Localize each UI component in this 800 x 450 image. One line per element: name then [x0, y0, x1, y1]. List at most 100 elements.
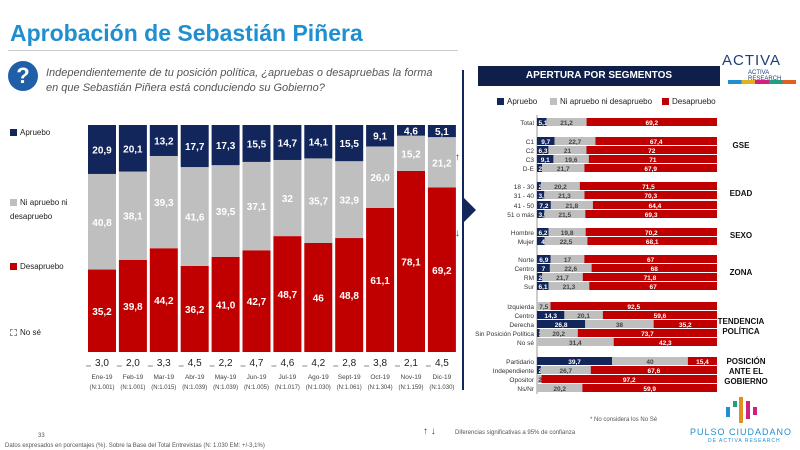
- page-number: 33: [38, 433, 45, 439]
- segment-value: 4: [541, 239, 545, 246]
- segment-label: C2: [526, 148, 535, 155]
- legend-swatch: [10, 199, 17, 207]
- segment-bar-ni: [544, 237, 588, 245]
- segment-value: 71: [649, 157, 657, 164]
- segment-bar-apruebo: [537, 311, 565, 319]
- segment-label: Centro: [514, 313, 534, 320]
- data-label: 41,0: [216, 300, 236, 311]
- segment-bar-apruebo: [537, 320, 586, 328]
- segment-bar-desapruebo: [687, 357, 717, 365]
- data-label: 69,2: [432, 266, 452, 277]
- bar-segment-desapruebo: [397, 170, 425, 352]
- bar-segment-ni-apruebo-ni-desapruebo: [397, 135, 425, 171]
- data-label: 35,7: [309, 197, 329, 208]
- chevron-right-icon: [464, 198, 476, 222]
- data-label: 41,6: [185, 213, 205, 224]
- bar-segment-apruebo: [397, 125, 425, 136]
- segment-value: 19,6: [565, 157, 578, 164]
- sample-size-label: (N:1.061): [337, 385, 362, 391]
- data-label: 36,2: [185, 305, 205, 316]
- sample-size-label: (N:1.030): [429, 385, 454, 391]
- segment-bar-desapruebo: [587, 237, 717, 245]
- segment-bar-apruebo: [537, 255, 551, 263]
- legend-desapruebo-right: Desapruebo: [662, 97, 716, 106]
- segment-value: 39,7: [568, 359, 581, 366]
- segment-bar-desapruebo: [584, 164, 717, 172]
- nose-label: 3,3: [157, 358, 171, 369]
- segment-bar-apruebo: [537, 329, 540, 337]
- segment-bar-ni: [612, 357, 688, 365]
- bar-segment-apruebo: [304, 125, 333, 159]
- group-label-posicion: POSICIÓN ANTE EL GOBIERNO: [724, 357, 768, 386]
- data-label: 39,3: [154, 198, 174, 209]
- segment-bar-apruebo: [537, 146, 549, 154]
- data-label: 15,2: [401, 149, 421, 160]
- segment-value: 97,2: [623, 377, 636, 384]
- segment-bar-ni: [549, 264, 592, 272]
- bar-segment-ni-apruebo-ni-desapruebo: [180, 167, 209, 266]
- segment-value: 68,1: [646, 239, 659, 246]
- segment-value: 3,9: [538, 212, 547, 219]
- segment-bar-apruebo: [537, 118, 547, 126]
- bar-segment-apruebo: [88, 125, 116, 174]
- data-label: 48,7: [278, 290, 298, 301]
- bar-segment-apruebo: [118, 125, 147, 172]
- up-arrow-icon: ↑: [455, 152, 460, 163]
- group-label-zona: ZONA: [729, 268, 753, 277]
- segment-value: 22,7: [569, 139, 582, 146]
- segment-bar-desapruebo: [613, 338, 717, 346]
- bar-segment-ni-apruebo-ni-desapruebo: [427, 137, 456, 188]
- segment-value: 20,2: [554, 184, 567, 191]
- separator-line: [462, 70, 464, 390]
- bar-segment-apruebo: [273, 125, 302, 160]
- legend-swatch: [662, 98, 669, 106]
- segment-value: 72: [648, 148, 656, 155]
- segment-value: 42,3: [659, 340, 672, 347]
- question-mark-icon: ?: [8, 61, 38, 91]
- data-label: 42,7: [247, 297, 267, 308]
- legend-swatch: [550, 98, 557, 106]
- segment-label: Sur: [524, 284, 535, 291]
- nose-label: 2,8: [342, 358, 356, 369]
- segment-bar-ni: [537, 375, 542, 383]
- segment-value: 20,1: [577, 313, 590, 320]
- segment-label: D-E: [523, 166, 535, 173]
- x-tick-label: Jul-19: [279, 374, 297, 381]
- segment-label: 31 - 40: [514, 193, 535, 200]
- data-label: 48,8: [339, 291, 359, 302]
- segment-value: 22,6: [564, 266, 577, 273]
- sample-size-label: (N:1.030): [306, 385, 331, 391]
- bar-segment-desapruebo: [180, 265, 209, 352]
- activa-logo-text: ACTIVA RESEARCH: [748, 70, 782, 82]
- nose-label: 3,8: [373, 358, 387, 369]
- nose-label: 4,5: [188, 358, 202, 369]
- segment-bar-ni: [537, 338, 614, 346]
- bar-segment-desapruebo: [366, 207, 395, 352]
- panel-title: APERTURA POR SEGMENTOS: [478, 66, 720, 86]
- data-label: 4,6: [404, 126, 418, 137]
- segment-value: 68: [651, 266, 659, 273]
- data-label: 78,1: [401, 257, 421, 268]
- sample-size-label: (N:1.015): [151, 385, 176, 391]
- segment-bar-ni: [537, 384, 583, 392]
- data-label: 32,9: [339, 196, 359, 207]
- segment-value: 20,2: [553, 386, 566, 393]
- segment-value: 70,2: [645, 230, 658, 237]
- segment-label: 41 - 50: [514, 203, 535, 210]
- segment-bar-ni: [564, 311, 603, 319]
- data-label: 15,5: [247, 139, 267, 150]
- segment-value: 6,3: [538, 148, 547, 155]
- segment-bar-desapruebo: [584, 255, 717, 263]
- legend-label: No sé: [20, 328, 41, 337]
- segment-label: Partidario: [506, 359, 534, 366]
- pulso-ciudadano-logo-sub: DE ACTIVA RESEARCH: [708, 438, 781, 444]
- legend-apruebo-right: Apruebo: [497, 97, 537, 106]
- x-tick-label: Oct-19: [370, 374, 390, 381]
- bar-segment-apruebo: [149, 125, 178, 156]
- footnote-nose: * No considera los No Sé: [590, 417, 658, 423]
- segment-value: 67: [647, 257, 655, 264]
- segment-label: Norte: [518, 257, 534, 264]
- bar-segment-desapruebo: [88, 269, 116, 352]
- segment-bar-apruebo: [537, 164, 543, 172]
- segment-value: 21,3: [558, 193, 571, 200]
